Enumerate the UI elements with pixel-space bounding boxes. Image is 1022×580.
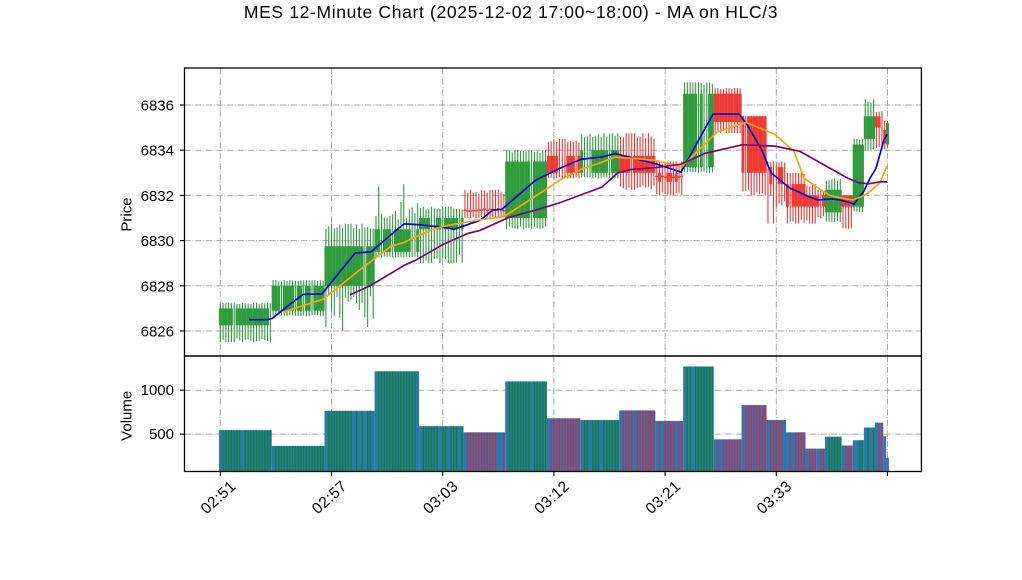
svg-text:1000: 1000: [141, 382, 174, 399]
svg-text:6832: 6832: [141, 188, 174, 205]
svg-text:6830: 6830: [141, 233, 174, 250]
svg-text:6834: 6834: [141, 143, 174, 160]
svg-text:6836: 6836: [141, 98, 174, 115]
svg-text:Volume: Volume: [119, 391, 136, 441]
svg-text:6826: 6826: [141, 324, 174, 341]
svg-text:6828: 6828: [141, 278, 174, 295]
svg-text:500: 500: [149, 426, 174, 443]
svg-text:MES 12-Minute Chart (2025-12-0: MES 12-Minute Chart (2025-12-02 17:00~18…: [244, 2, 778, 22]
svg-text:Price: Price: [119, 197, 136, 231]
